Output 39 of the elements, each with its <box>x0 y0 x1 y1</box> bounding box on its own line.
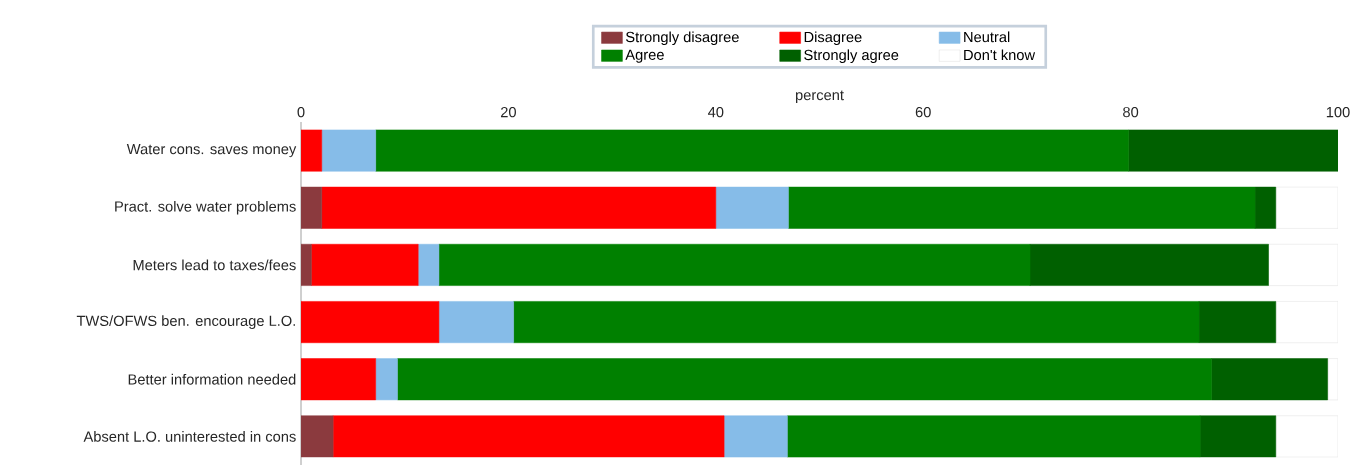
legend-label: Don't know <box>964 49 1036 61</box>
bar <box>1275 301 1338 344</box>
bar <box>375 129 1129 172</box>
x-tick-label: 20 <box>500 106 516 118</box>
y-tick-label: Water cons. saves money <box>126 144 297 158</box>
y-tick-label: TWS/OFWS ben. encourage L.O. <box>76 315 295 329</box>
bar <box>1268 243 1338 286</box>
x-tick-label: 100 <box>1326 106 1350 118</box>
x-tick-label: 80 <box>1123 106 1139 118</box>
bar <box>321 186 717 229</box>
x-tick-label: 40 <box>707 106 724 118</box>
bar <box>311 243 419 286</box>
y-tick-label: Better information needed <box>128 373 296 385</box>
legend-label: Agree <box>625 49 664 63</box>
bar <box>787 415 1201 458</box>
legend-label: Neutral <box>964 31 1010 43</box>
bar <box>438 301 514 344</box>
bar <box>788 186 1256 229</box>
bar <box>375 358 398 401</box>
bar <box>1275 186 1338 229</box>
x-axis-title: percent <box>795 90 844 104</box>
bar <box>321 129 376 172</box>
x-tick-label: 0 <box>297 106 305 118</box>
legend-label: Strongly agree <box>804 49 899 64</box>
y-tick-label: Meters lead to taxes/fees <box>133 259 296 271</box>
legend-label: Disagree <box>804 31 862 46</box>
legend-label: Strongly disagree <box>626 31 739 46</box>
y-tick-label: Absent L.O. uninterested in cons <box>83 431 296 442</box>
bar <box>1211 358 1328 401</box>
bar <box>513 301 1200 344</box>
bar <box>438 243 1031 286</box>
x-tick-label: 60 <box>915 106 931 118</box>
bar <box>1198 301 1277 344</box>
bar <box>397 358 1212 401</box>
y-tick-label: Pract. solve water problems <box>115 200 296 215</box>
bar <box>715 186 789 229</box>
bar <box>1275 415 1338 458</box>
bar <box>723 415 788 458</box>
bar <box>417 243 440 286</box>
